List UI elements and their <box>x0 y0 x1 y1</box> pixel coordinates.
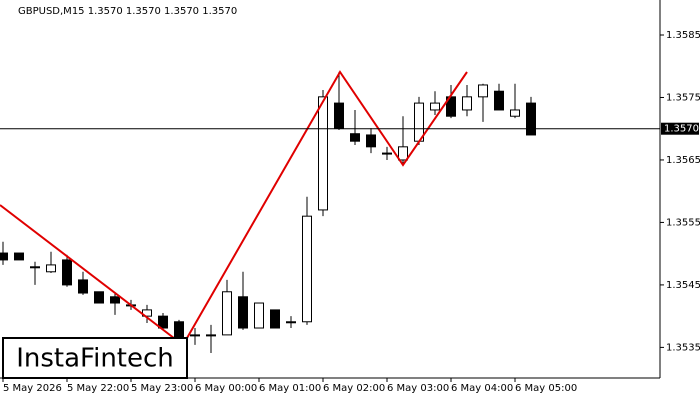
current-price-label: 1.3570 <box>664 124 699 135</box>
x-tick-label: 5 May 23:00 <box>131 383 193 394</box>
logo-box <box>2 337 188 379</box>
pattern-line <box>182 70 468 346</box>
x-tick-label: 5 May 22:00 <box>67 383 129 394</box>
candle-body <box>14 252 24 261</box>
y-tick-label: 1.3545 <box>666 280 700 291</box>
candle-body <box>382 152 392 155</box>
candle-body <box>510 109 520 117</box>
candle-body <box>270 309 280 329</box>
candle-body <box>222 291 232 336</box>
candle-body <box>30 266 40 269</box>
candle-body <box>238 296 248 329</box>
candle-body <box>526 102 536 136</box>
trend-line <box>0 204 184 346</box>
candle-body <box>158 315 168 329</box>
candle-body <box>110 296 120 304</box>
y-tick-label: 1.3575 <box>666 92 700 103</box>
candle-body <box>302 215 312 323</box>
candle-body <box>398 146 408 161</box>
candle-body <box>190 334 200 337</box>
candle-body <box>0 252 8 261</box>
y-tick-label: 1.3585 <box>666 30 700 41</box>
plot-area <box>0 71 536 354</box>
logo: InstaFintech <box>16 344 174 374</box>
x-tick-label: 6 May 03:00 <box>387 383 449 394</box>
candle-body <box>206 334 216 337</box>
y-tick-label: 1.3535 <box>666 342 700 353</box>
candle-body <box>462 96 472 111</box>
candle-body <box>94 291 104 304</box>
x-tick-label: 6 May 04:00 <box>451 383 513 394</box>
x-tick-label: 6 May 01:00 <box>259 383 321 394</box>
chart-title: GBPUSD,M15 1.3570 1.3570 1.3570 1.3570 <box>18 6 237 17</box>
candle-body <box>286 321 296 324</box>
candle-body <box>318 96 328 211</box>
x-tick-label: 6 May 02:00 <box>323 383 385 394</box>
candle-body <box>366 134 376 148</box>
candle-body <box>494 90 504 111</box>
candle-body <box>62 259 72 286</box>
x-tick-label: 5 May 2026 <box>3 383 62 394</box>
x-tick-label: 6 May 05:00 <box>515 383 577 394</box>
candle-body <box>334 102 344 129</box>
candle-body <box>46 264 56 273</box>
candle-body <box>78 279 88 294</box>
y-tick-label: 1.3565 <box>666 155 700 166</box>
candle-body <box>254 302 264 329</box>
candle-body <box>350 133 360 142</box>
y-tick-label: 1.3555 <box>666 217 700 228</box>
candle-body <box>478 84 488 98</box>
current-price-box <box>661 122 699 135</box>
x-tick-label: 6 May 00:00 <box>195 383 257 394</box>
candle-body <box>430 102 440 111</box>
